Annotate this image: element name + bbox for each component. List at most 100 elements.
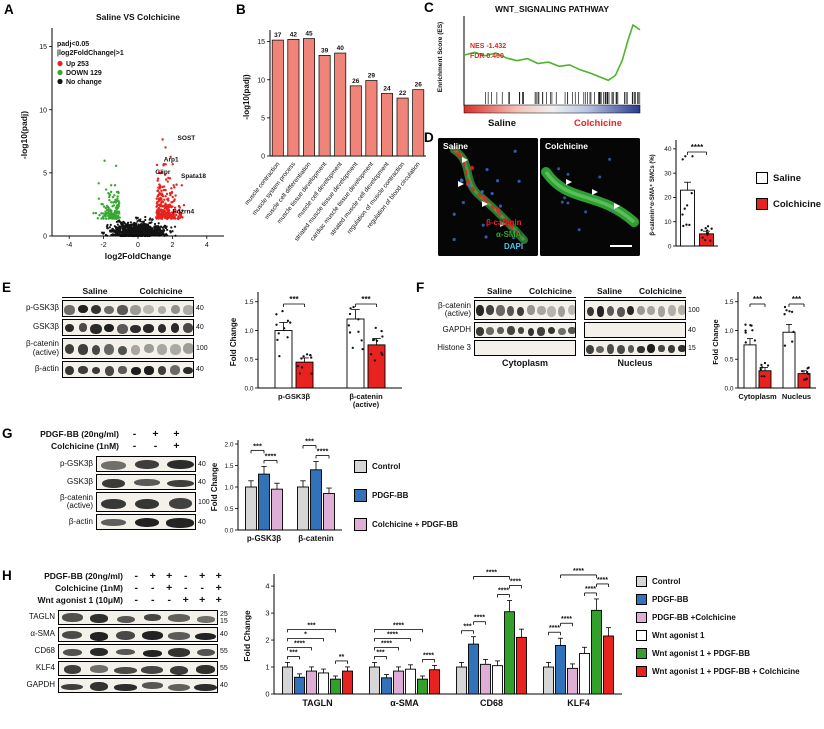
treatment-conditions-h: PDGF-BB (20ng/ml) - + + - + + Colchicine (1nM) -… (8, 570, 227, 606)
go-term-bar (396, 97, 409, 157)
legend-swatch (354, 460, 367, 473)
blot-row: GAPDH 40 (428, 322, 706, 338)
svg-text:β-catenin: β-catenin (349, 392, 383, 401)
legend-swatch (756, 198, 768, 210)
svg-text:Up 253: Up 253 (66, 61, 89, 68)
svg-text:β-catenin: β-catenin (298, 534, 334, 543)
bar (318, 672, 329, 695)
legend-item: PDGF-BB (354, 489, 458, 502)
go-term-bar (318, 54, 331, 157)
bar (480, 663, 491, 695)
blot-row: β-catenin (active) 100 (12, 338, 216, 359)
treatment-legend-g: Control PDGF-BB Colchicine + PDGF-BB (354, 460, 458, 547)
blot-row-label: p-GSK3β (59, 458, 93, 468)
svg-text:Fold Change: Fold Change (229, 317, 238, 366)
blot-lane-box (58, 644, 218, 659)
condition-value: - (151, 582, 155, 594)
mw-marker: 40 (198, 478, 206, 486)
stain-label: α-SMA (496, 230, 522, 239)
bar (699, 233, 714, 247)
svg-text:-log10(padj): -log10(padj) (19, 111, 29, 159)
svg-text:-2: -2 (100, 242, 106, 249)
mw-marker: 40 (198, 518, 206, 526)
svg-text:TAGLN: TAGLN (302, 698, 332, 708)
go-term-bar (365, 80, 378, 157)
legend-item: PDGF-BB +Colchicine (636, 612, 800, 623)
blot-row-label: β-actin (68, 516, 93, 526)
svg-text:****: **** (585, 586, 596, 593)
legend-label: PDGF-BB (652, 595, 689, 604)
bar (456, 666, 467, 695)
panel-b-label: B (236, 2, 246, 17)
mw-marker: 40 (198, 460, 206, 468)
mw-marker: 100 (688, 306, 700, 314)
fold-change-chart-e: 0.0 0.5 1.0 1.5 Fold Change *** *** p-GSK3β β-ca… (229, 292, 402, 409)
svg-text:WNT_SIGNALING PATHWAY: WNT_SIGNALING PATHWAY (495, 4, 609, 14)
treatment-legend-h: Control PDGF-BB PDGF-BB +Colchicine Wnt ago… (636, 576, 800, 684)
panel-f-label: F (416, 280, 425, 295)
svg-text:Colchicine: Colchicine (574, 118, 622, 129)
condition-name: Wnt agonist 1 (10μM) (37, 595, 123, 605)
legend-label: PDGF-BB (372, 491, 409, 500)
svg-text:20: 20 (664, 195, 672, 202)
mw-marker: 40 (196, 324, 204, 331)
svg-text:****: **** (393, 622, 404, 629)
legend-label: PDGF-BB +Colchicine (652, 613, 736, 622)
if-colchicine-stain (540, 138, 640, 256)
svg-text:1: 1 (265, 662, 269, 671)
blot-group-header: Colchicine (635, 286, 686, 298)
svg-text:*: * (304, 631, 307, 638)
svg-text:****: **** (486, 569, 497, 576)
svg-text:40: 40 (337, 45, 345, 52)
blot-group-header: Saline (584, 286, 635, 298)
smc-percentage-chart: 0 10 20 30 40 β-catenin⁺α-SMA⁺ SMCs (%) **** (649, 140, 718, 250)
svg-text:37: 37 (274, 32, 282, 39)
svg-text:***: *** (307, 622, 315, 629)
blot-row-label: p-GSK3β (25, 303, 59, 313)
bar (282, 666, 293, 695)
condition-value: + (215, 594, 222, 606)
svg-text:1.0: 1.0 (224, 484, 233, 491)
svg-text:15: 15 (257, 39, 265, 46)
bar (245, 486, 257, 531)
blot-lane-box (62, 319, 194, 336)
svg-text:4: 4 (205, 242, 209, 249)
blot-lane-box (474, 322, 576, 338)
western-blot-g: p-GSK3β 40 GSK3β 40 β-catenin (active) 100 β-a… (38, 456, 218, 532)
svg-text:0: 0 (261, 154, 265, 161)
svg-text:Saline: Saline (488, 118, 516, 129)
svg-text:0: 0 (668, 243, 672, 250)
panel-b-go-enrichment: B 0 5 10 15 -log10(padj) 37 muscle contraction… (236, 0, 430, 278)
svg-text:CD68: CD68 (480, 698, 503, 708)
legend-label: Saline (773, 172, 801, 184)
svg-text:0.5: 0.5 (244, 357, 253, 364)
svg-text:p-GSK3β: p-GSK3β (247, 534, 281, 543)
panel-d-label: D (424, 130, 434, 145)
svg-text:****: **** (549, 625, 560, 632)
blot-row-label: TAGLN (28, 612, 55, 622)
go-term-bar (287, 38, 300, 157)
legend-swatch (636, 630, 647, 641)
svg-text:29: 29 (368, 73, 376, 80)
svg-text:4: 4 (265, 581, 269, 590)
bar (429, 669, 440, 695)
condition-row: Colchicine (1nM) - - + (12, 440, 187, 452)
legend-swatch (636, 576, 647, 587)
blot-group-header: Colchicine (525, 286, 576, 298)
legend-item: Saline (756, 172, 821, 184)
svg-text:0: 0 (136, 242, 140, 249)
condition-value: + (215, 582, 222, 594)
svg-text:***: *** (305, 437, 314, 446)
condition-value: + (173, 440, 180, 452)
svg-text:10: 10 (664, 219, 672, 226)
condition-value: + (215, 570, 222, 582)
blot-lane-box (474, 300, 576, 320)
bar (310, 469, 322, 531)
svg-text:***: *** (376, 649, 384, 656)
legend-item: Wnt agonist 1 + PDGF-BB + Colchicine (636, 666, 800, 677)
western-blot-h: TAGLN 25 15 α-SMA 40 CD68 55 KLF4 55 GAPDH 40 (8, 610, 238, 695)
svg-text:Saline VS Colchicine: Saline VS Colchicine (96, 12, 180, 22)
svg-text:DOWN 129: DOWN 129 (66, 70, 102, 77)
bar (323, 492, 335, 531)
